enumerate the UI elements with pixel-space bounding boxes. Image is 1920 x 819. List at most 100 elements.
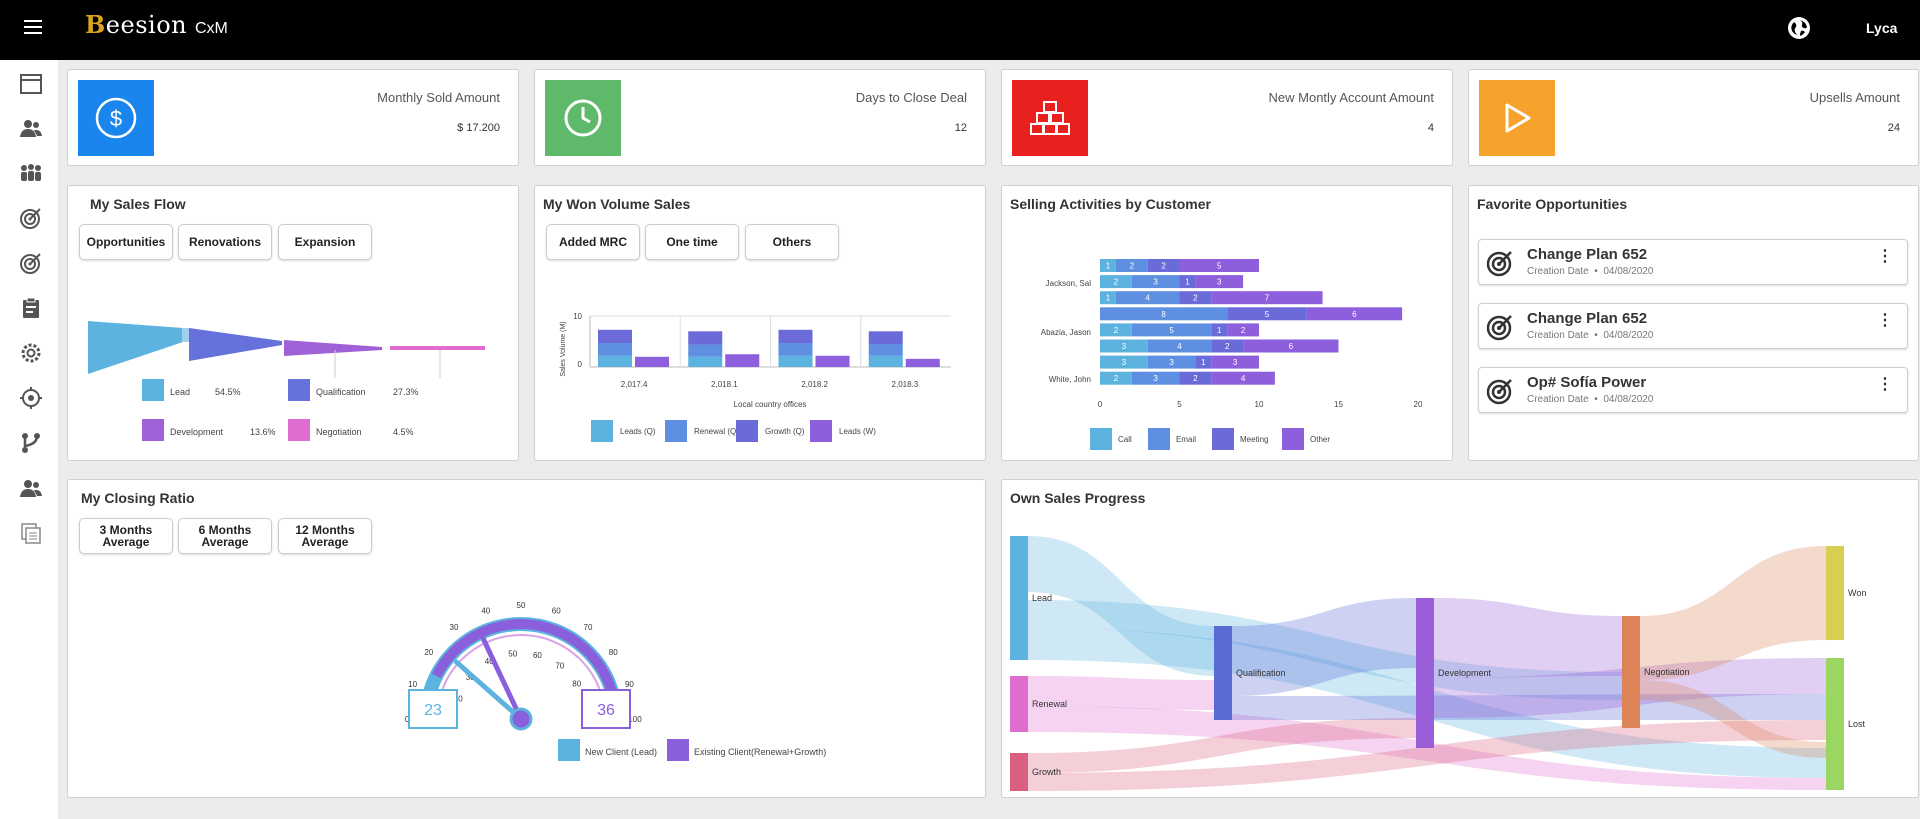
clock-icon	[545, 80, 621, 156]
sankey-node-label: Qualification	[1236, 668, 1286, 678]
copy-icon[interactable]	[19, 521, 43, 545]
bar-Renewal (Q)	[868, 344, 903, 356]
added-mrc-button[interactable]: Added MRC	[546, 224, 640, 260]
3-months-average-button[interactable]: 3 Months Average	[79, 518, 173, 554]
play-icon	[1479, 80, 1555, 156]
user-name[interactable]: Lyca	[1866, 20, 1898, 36]
users-icon[interactable]	[19, 476, 43, 500]
card-title: Own Sales Progress	[1010, 490, 1146, 506]
more-vert-icon[interactable]: ⋮	[1877, 376, 1893, 393]
renovations-button[interactable]: Renovations	[178, 224, 272, 260]
card-title: Selling Activities by Customer	[1010, 196, 1211, 212]
dollar-icon: $	[78, 80, 154, 156]
legend-label: Existing Client(Renewal+Growth)	[694, 747, 827, 757]
legend-swatch	[142, 419, 164, 441]
gauge-outer-fill	[431, 619, 621, 720]
bar-Call	[1100, 275, 1132, 289]
more-vert-icon[interactable]: ⋮	[1877, 312, 1893, 329]
6-months-average-button[interactable]: 6 Months Average	[178, 518, 272, 554]
gauge-tick-label: 30	[450, 623, 459, 632]
settings-icon[interactable]	[19, 341, 43, 365]
card-title: My Closing Ratio	[81, 490, 195, 506]
bar-Meeting	[1227, 307, 1307, 321]
sankey-link-negotiation-lost	[1640, 680, 1826, 758]
opportunity-item[interactable]: Change Plan 652 Creation Date • 04/08/20…	[1478, 303, 1908, 349]
one-time-button[interactable]: One time	[645, 224, 739, 260]
bar-value-label: 3	[1217, 278, 1222, 287]
opportunity-item[interactable]: Op# Sofía Power Creation Date • 04/08/20…	[1478, 367, 1908, 413]
bar-value-label: 1	[1106, 262, 1111, 271]
won-volume-card: My Won Volume Sales Added MRC One time O…	[534, 185, 986, 461]
sankey-node-label: Development	[1438, 668, 1492, 678]
bar-Other	[1211, 355, 1259, 369]
bar-Meeting	[1179, 371, 1212, 385]
funnel-chart	[88, 321, 485, 378]
bar-value-label: 3	[1122, 342, 1127, 351]
expansion-button[interactable]: Expansion	[278, 224, 372, 260]
team-icon[interactable]	[19, 161, 43, 185]
gauge-tick-label: 70	[584, 623, 593, 632]
sankey-link-lead-qualification	[1028, 536, 1214, 676]
x-tick-label: 2,017.4	[621, 380, 648, 389]
target-icon[interactable]	[19, 206, 43, 230]
bar-value-label: 7	[1265, 294, 1270, 303]
more-vert-icon[interactable]: ⋮	[1877, 248, 1893, 265]
menu-icon[interactable]	[24, 20, 42, 36]
bar-value-label: 1	[1185, 278, 1190, 287]
crosshair-icon[interactable]	[19, 386, 43, 410]
bar-Leads (W)	[815, 355, 850, 367]
kpi-value: 4	[1427, 122, 1434, 134]
bar-Other	[1179, 259, 1259, 272]
bar-Meeting	[1195, 355, 1212, 369]
legend-swatch	[288, 419, 310, 441]
gauge-value-existing-client: 36	[597, 702, 615, 719]
12-months-average-button[interactable]: 12 Months Average	[278, 518, 372, 554]
sankey-node-development	[1416, 598, 1434, 748]
bar-Meeting	[1211, 339, 1244, 353]
legend-swatch	[288, 379, 310, 401]
legend-swatch	[558, 739, 580, 761]
sankey-link-development-negotiation	[1434, 598, 1622, 678]
opportunity-item[interactable]: Change Plan 652 Creation Date • 04/08/20…	[1478, 239, 1908, 285]
bar-Call	[1100, 259, 1116, 272]
sankey-chart: Lead Renewal Growth Qualification Developmen…	[1010, 536, 1866, 791]
sales-flow-card: My Sales Flow Opportunities Renovations …	[67, 185, 519, 461]
bar-Other	[1306, 307, 1403, 321]
x-tick-label: 15	[1334, 400, 1343, 409]
bar-Call	[1100, 323, 1132, 337]
bar-value-label: 4	[1177, 342, 1182, 351]
legend-swatch	[667, 739, 689, 761]
sankey-node-label: Lost	[1848, 719, 1866, 729]
gauge-tick-label: 50	[517, 601, 526, 610]
legend-swatch	[1282, 428, 1304, 450]
legend-swatch	[1212, 428, 1234, 450]
gauge-tick-label: 70	[555, 662, 564, 671]
bar-value-label: 2	[1114, 326, 1119, 335]
legend-swatch	[1148, 428, 1170, 450]
legend-label: Negotiation	[316, 427, 362, 437]
bar-Other	[1211, 371, 1275, 385]
legend-label: Call	[1118, 435, 1132, 444]
bar-Leads (Q)	[778, 355, 813, 367]
sankey-node-label: Renewal	[1032, 699, 1067, 709]
customer-label: Jackson, Sal	[1046, 279, 1092, 288]
bar-value-label: 6	[1289, 342, 1294, 351]
bar-Meeting	[1211, 323, 1228, 337]
dashboard-icon[interactable]	[19, 72, 43, 96]
bar-Growth (Q)	[868, 331, 903, 345]
opportunities-button[interactable]: Opportunities	[79, 224, 173, 260]
contacts-icon[interactable]	[19, 116, 43, 140]
x-tick-label: 10	[1255, 400, 1264, 409]
funnel-segment-qualification	[189, 328, 282, 361]
sankey-node-lost	[1826, 658, 1844, 790]
bar-Leads (W)	[905, 358, 940, 367]
others-button[interactable]: Others	[745, 224, 839, 260]
gauge-value-new-client: 23	[424, 702, 442, 719]
sidebar	[0, 60, 58, 819]
clipboard-icon[interactable]	[19, 296, 43, 320]
bar-Leads (Q)	[598, 355, 632, 367]
target-alt-icon[interactable]	[19, 251, 43, 275]
branch-icon[interactable]	[19, 431, 43, 455]
legend-label: Growth (Q)	[765, 427, 805, 436]
globe-icon[interactable]	[1788, 17, 1810, 39]
